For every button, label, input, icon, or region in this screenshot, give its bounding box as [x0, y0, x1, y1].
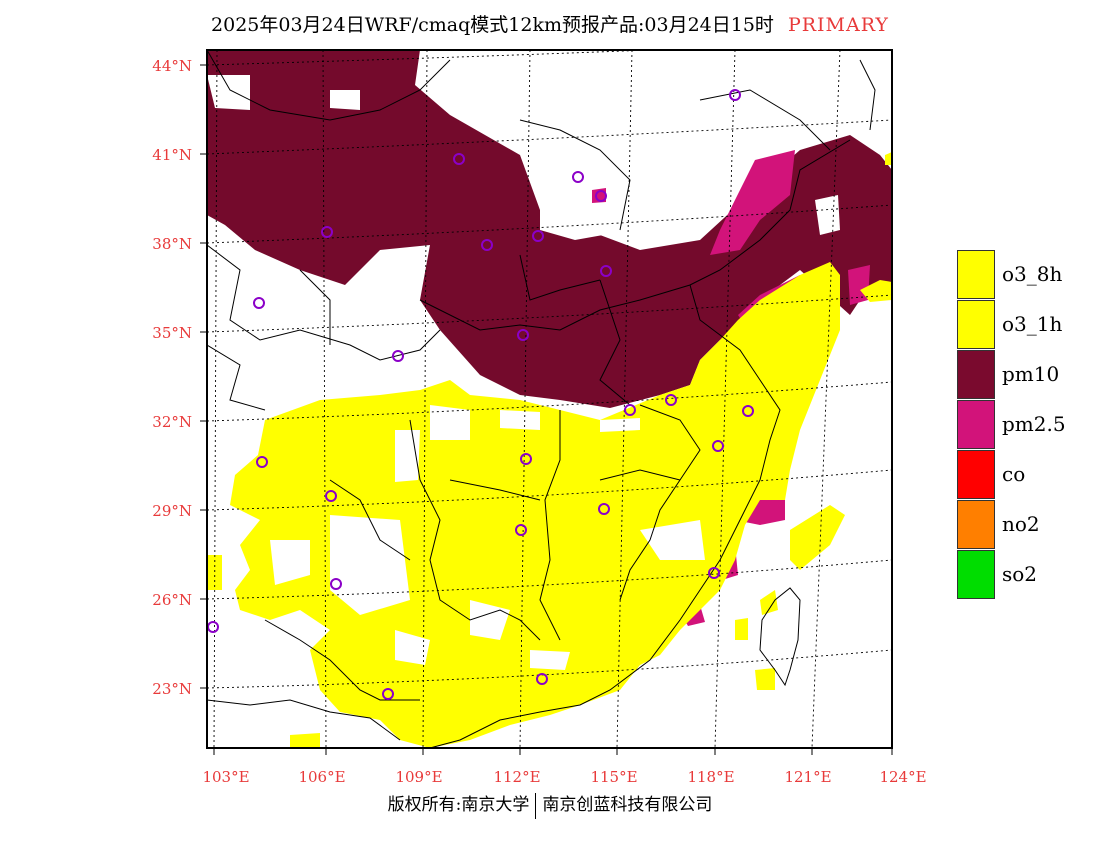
legend-label: pm10 — [1002, 362, 1060, 386]
lat-label: 44°N — [152, 57, 192, 75]
lon-label: 121°E — [784, 768, 831, 786]
legend-swatch — [957, 299, 995, 349]
lon-label: 112°E — [493, 768, 540, 786]
legend-item-no2: no2 — [957, 499, 1066, 549]
lon-label: 115°E — [590, 768, 637, 786]
title-text: 2025年03月24日WRF/cmaq模式12km预报产品:03月24日15时 — [211, 14, 774, 36]
copyright-company: 南京创蓝科技有限公司 — [542, 795, 713, 815]
lat-label: 38°N — [152, 235, 192, 253]
legend-label: o3_1h — [1002, 312, 1063, 336]
map-title: 2025年03月24日WRF/cmaq模式12km预报产品:03月24日15时 P… — [0, 10, 1100, 37]
lon-axis-labels: 103°E 106°E 109°E 112°E 115°E 118°E 121°… — [202, 768, 926, 786]
legend-swatch — [957, 399, 995, 449]
legend-item-o3-8h: o3_8h — [957, 249, 1066, 299]
primary-label: PRIMARY — [787, 14, 889, 36]
lon-label: 109°E — [395, 768, 442, 786]
legend-label: o3_8h — [1002, 262, 1063, 286]
lon-label: 103°E — [202, 768, 249, 786]
lat-label: 23°N — [152, 680, 192, 698]
footer-divider — [535, 792, 537, 819]
legend-label: no2 — [1002, 512, 1040, 536]
lat-label: 26°N — [152, 591, 192, 609]
lon-label: 124°E — [879, 768, 926, 786]
copyright-footer: 版权所有:南京大学 南京创蓝科技有限公司 — [0, 790, 1100, 819]
lon-label: 106°E — [298, 768, 345, 786]
legend-label: so2 — [1002, 562, 1038, 586]
legend-item-pm10: pm10 — [957, 349, 1066, 399]
legend-swatch — [957, 449, 995, 499]
legend-label: pm2.5 — [1002, 412, 1066, 436]
pm25-region — [710, 150, 795, 255]
station-markers — [207, 89, 754, 700]
lon-label: 118°E — [687, 768, 734, 786]
legend-label: co — [1002, 462, 1026, 486]
lat-axis-labels: 44°N 41°N 38°N 35°N 32°N 29°N 26°N 23°N — [152, 57, 192, 698]
lat-label: 32°N — [152, 413, 192, 431]
legend-item-so2: so2 — [957, 549, 1066, 599]
legend-item-o3-1h: o3_1h — [957, 299, 1066, 349]
legend-item-co: co — [957, 449, 1066, 499]
legend-swatch — [957, 349, 995, 399]
legend-swatch — [957, 499, 995, 549]
taiwan-outline — [759, 587, 801, 687]
lat-label: 35°N — [152, 324, 192, 342]
map-frame — [206, 49, 893, 749]
legend-swatch — [957, 549, 995, 599]
lat-label: 29°N — [152, 502, 192, 520]
pollutant-legend: o3_8h o3_1h pm10 pm2.5 co no2 so2 — [957, 249, 1066, 599]
o3-region — [230, 262, 840, 748]
copyright-owner: 版权所有:南京大学 — [387, 795, 530, 815]
legend-swatch — [957, 249, 995, 299]
legend-item-pm25: pm2.5 — [957, 399, 1066, 449]
lat-label: 41°N — [152, 146, 192, 164]
